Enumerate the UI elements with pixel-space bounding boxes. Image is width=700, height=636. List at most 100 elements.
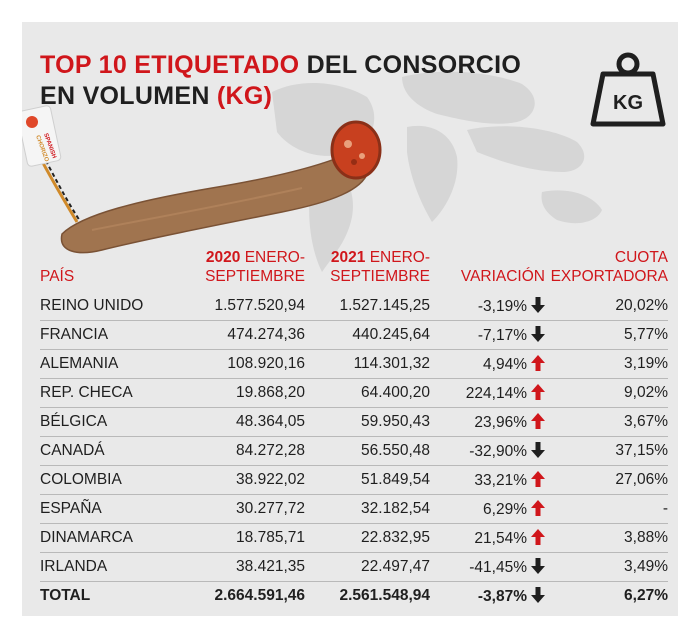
volume-2020-cell: 108.920,16	[190, 349, 305, 379]
variation-value: 23,96%	[474, 413, 527, 431]
variation-cell: -3,19%	[430, 292, 545, 321]
header-2020-year: 2020	[205, 249, 241, 266]
header-share: CUOTA EXPORTADORA	[545, 248, 668, 292]
arrow-down-icon	[531, 441, 545, 458]
chorizo-image: SPANISH CHORIZO	[22, 105, 382, 254]
volume-2020-cell: 18.785,71	[190, 523, 305, 553]
country-cell: DINAMARCA	[40, 523, 190, 553]
share-cell: 5,77%	[545, 320, 668, 350]
volume-2021-cell: 440.245,64	[305, 320, 430, 350]
variation-cell: 23,96%	[430, 407, 545, 437]
table-row: BÉLGICA 48.364,05 59.950,43 23,96% 3,67%	[40, 407, 668, 437]
share-cell: 37,15%	[545, 436, 668, 466]
volume-2021-cell: 64.400,20	[305, 378, 430, 408]
volume-2021-cell: 32.182,54	[305, 494, 430, 524]
header-country: PAÍS	[40, 268, 75, 285]
total-row: TOTAL 2.664.591,46 2.561.548,94 -3,87% 6,27%	[40, 582, 668, 611]
variation-value: 21,54%	[474, 529, 527, 547]
header-2021: 2021 ENERO- SEPTIEMBRE	[305, 248, 430, 292]
volume-2020-cell: 1.577.520,94	[190, 292, 305, 321]
header-share-line2: EXPORTADORA	[550, 268, 668, 285]
variation-cell: -7,17%	[430, 320, 545, 350]
variation-cell: 33,21%	[430, 465, 545, 495]
country-cell: ESPAÑA	[40, 494, 190, 524]
arrow-up-icon	[531, 412, 545, 429]
arrow-up-icon	[531, 528, 545, 545]
variation-cell: -3,87%	[430, 582, 545, 611]
variation-value: -3,87%	[477, 587, 527, 605]
table-row: DINAMARCA 18.785,71 22.832,95 21,54% 3,88%	[40, 523, 668, 553]
table-row: REP. CHECA 19.868,20 64.400,20 224,14% 9,02%	[40, 378, 668, 408]
table-row: COLOMBIA 38.922,02 51.849,54 33,21% 27,06%	[40, 465, 668, 495]
volume-2021-cell: 22.497,47	[305, 552, 430, 582]
country-cell: COLOMBIA	[40, 465, 190, 495]
header-2021-period: ENERO-	[365, 249, 430, 266]
table-row: ALEMANIA 108.920,16 114.301,32 4,94% 3,19%	[40, 349, 668, 379]
variation-value: -32,90%	[469, 442, 527, 460]
variation-value: -3,19%	[477, 297, 527, 315]
header-2020-period: ENERO-	[240, 249, 305, 266]
share-cell: -	[545, 494, 668, 524]
title-text: DEL CONSORCIO	[299, 51, 522, 79]
volume-2021-cell: 59.950,43	[305, 407, 430, 437]
variation-cell: 4,94%	[430, 349, 545, 379]
table-row: FRANCIA 474.274,36 440.245,64 -7,17% 5,77%	[40, 320, 668, 350]
share-cell: 3,49%	[545, 552, 668, 582]
arrow-up-icon	[531, 383, 545, 400]
volume-2020-cell: 19.868,20	[190, 378, 305, 408]
header-2020: 2020 ENERO- SEPTIEMBRE	[190, 248, 305, 292]
variation-value: 6,29%	[483, 500, 527, 518]
country-cell: BÉLGICA	[40, 407, 190, 437]
volume-2021-cell: 1.527.145,25	[305, 292, 430, 321]
share-cell: 6,27%	[624, 587, 668, 604]
header-2021-year: 2021	[330, 249, 366, 266]
arrow-down-icon	[531, 325, 545, 342]
title-unit: (KG)	[216, 82, 273, 110]
weight-icon: KG	[590, 52, 666, 127]
share-cell: 3,19%	[545, 349, 668, 379]
table-row: CANADÁ 84.272,28 56.550,48 -32,90% 37,15%	[40, 436, 668, 466]
variation-value: 33,21%	[474, 471, 527, 489]
volume-2021-cell: 51.849,54	[305, 465, 430, 495]
header-2021-period-line2: SEPTIEMBRE	[330, 268, 430, 285]
infographic-panel: TOP 10 ETIQUETADO DEL CONSORCIO EN VOLUM…	[22, 22, 678, 616]
header-variation: VARIACIÓN	[460, 268, 545, 285]
volume-2021-cell: 22.832,95	[305, 523, 430, 553]
country-cell: ALEMANIA	[40, 349, 190, 379]
table-body: REINO UNIDO 1.577.520,94 1.527.145,25 -3,19…	[40, 292, 668, 610]
volume-2021-cell: 2.561.548,94	[339, 587, 430, 604]
title-text-line2: EN VOLUMEN	[40, 82, 217, 110]
share-cell: 20,02%	[545, 292, 668, 321]
header-share-line1: CUOTA	[614, 249, 668, 266]
title-highlight: TOP 10 ETIQUETADO	[40, 51, 300, 79]
table-header-row: PAÍS 2020 ENERO- SEPTIEMBRE 2021 ENERO- SE…	[40, 248, 668, 292]
page-title: TOP 10 ETIQUETADO DEL CONSORCIO EN VOLUM…	[40, 50, 521, 112]
volume-2020-cell: 2.664.591,46	[214, 587, 305, 604]
table-row: ESPAÑA 30.277,72 32.182,54 6,29% -	[40, 494, 668, 524]
arrow-up-icon	[531, 470, 545, 487]
country-cell: REP. CHECA	[40, 378, 190, 408]
volume-2020-cell: 84.272,28	[190, 436, 305, 466]
arrow-down-icon	[531, 557, 545, 574]
variation-value: -41,45%	[469, 558, 527, 576]
weight-icon-label: KG	[613, 92, 643, 114]
variation-value: 4,94%	[483, 355, 527, 373]
country-cell: REINO UNIDO	[40, 292, 190, 321]
export-volume-table: PAÍS 2020 ENERO- SEPTIEMBRE 2021 ENERO- SE…	[40, 248, 668, 610]
table-row: IRLANDA 38.421,35 22.497,47 -41,45% 3,49%	[40, 552, 668, 582]
share-cell: 9,02%	[545, 378, 668, 408]
variation-cell: -32,90%	[430, 436, 545, 466]
volume-2021-cell: 114.301,32	[305, 349, 430, 379]
country-cell: IRLANDA	[40, 552, 190, 582]
volume-2020-cell: 38.421,35	[190, 552, 305, 582]
arrow-down-icon	[531, 586, 545, 603]
share-cell: 27,06%	[545, 465, 668, 495]
variation-value: -7,17%	[477, 326, 527, 344]
country-cell: TOTAL	[40, 587, 91, 604]
volume-2020-cell: 30.277,72	[190, 494, 305, 524]
variation-cell: -41,45%	[430, 552, 545, 582]
volume-2020-cell: 474.274,36	[190, 320, 305, 350]
header-2020-period-line2: SEPTIEMBRE	[205, 268, 305, 285]
arrow-down-icon	[531, 296, 545, 313]
table-row: REINO UNIDO 1.577.520,94 1.527.145,25 -3,19…	[40, 292, 668, 321]
